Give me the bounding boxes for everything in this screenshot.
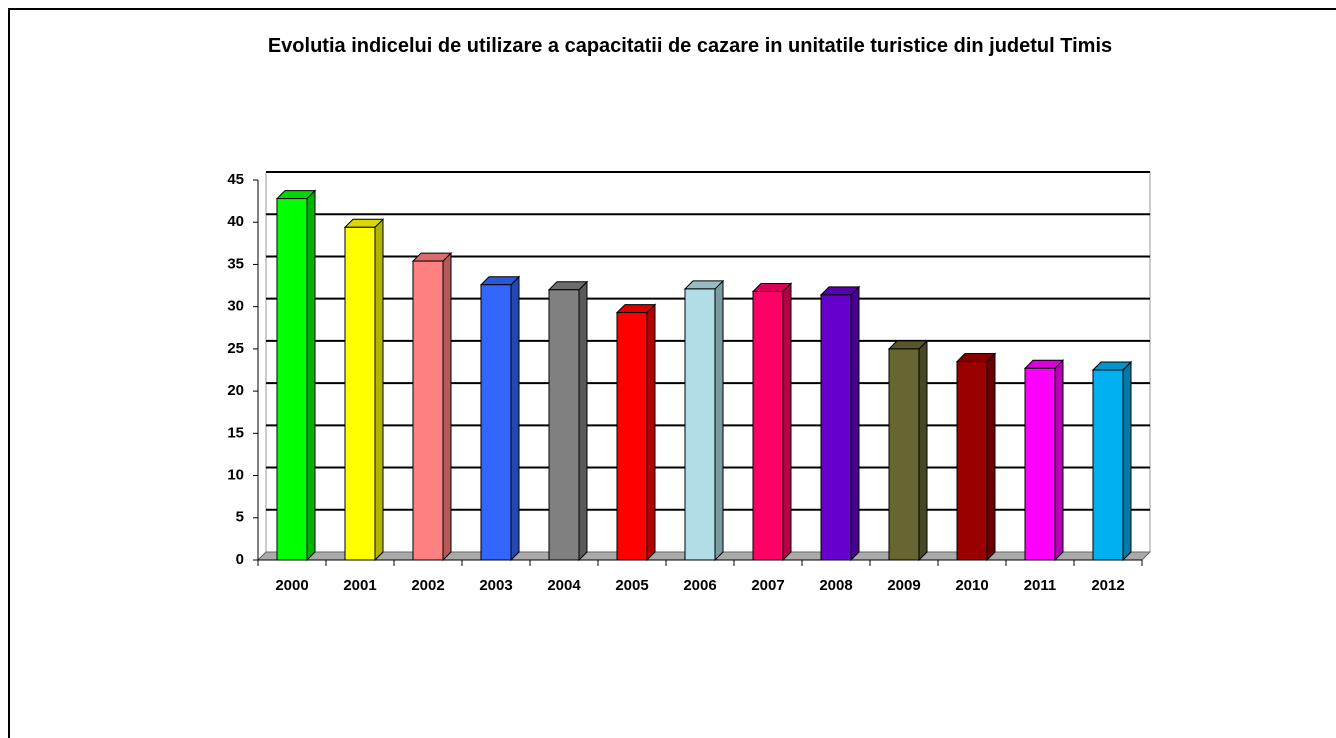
bar-side [918,339,928,562]
x-tick-label: 2004 [547,577,581,594]
y-tick-label: 45 [227,171,244,188]
bar-side [306,189,316,562]
bar-side [1054,359,1064,562]
bar-side [374,218,384,562]
y-tick-label: 30 [227,298,244,315]
x-tick-label: 2012 [1091,577,1124,594]
bar-side [714,279,724,562]
bar [752,290,784,561]
y-tick-label: 35 [227,255,244,272]
bar [956,361,988,561]
y-tick-label: 15 [227,424,244,441]
bar [888,348,920,561]
x-tick-label: 2005 [615,577,648,594]
x-tick-label: 2009 [887,577,920,594]
bar-side [986,352,996,562]
x-tick-label: 2011 [1024,577,1057,594]
y-tick-label: 5 [236,509,244,526]
y-tick-label: 40 [227,213,244,230]
x-tick-label: 2000 [275,577,308,594]
bar [412,260,444,561]
bar-side [510,275,520,562]
bar-side [578,280,588,562]
y-tick-label: 20 [227,382,244,399]
bar [276,198,308,561]
chart-title: Evolutia indicelui de utilizare a capaci… [267,35,1113,57]
bar [820,294,852,561]
bar-side [850,285,860,562]
frame [8,8,1336,738]
x-tick-label: 2001 [343,577,376,594]
bar-side [782,282,792,562]
x-tick-label: 2007 [751,577,784,594]
bar [548,289,580,561]
bar [344,226,376,561]
bar [1024,367,1056,561]
bar-side [442,251,452,562]
y-tick-label: 0 [236,551,244,568]
x-tick-label: 2006 [683,577,716,594]
x-tick-label: 2010 [955,577,988,594]
x-tick-label: 2008 [819,577,852,594]
bar [480,284,512,561]
bar [1092,369,1124,561]
x-tick-label: 2002 [411,577,444,594]
bar [616,312,648,561]
bar [684,288,716,561]
bar-side [1122,360,1132,562]
y-tick-label: 10 [227,467,244,484]
x-tick-label: 2003 [479,577,512,594]
y-tick-label: 25 [227,340,244,357]
bar-side [646,303,656,562]
